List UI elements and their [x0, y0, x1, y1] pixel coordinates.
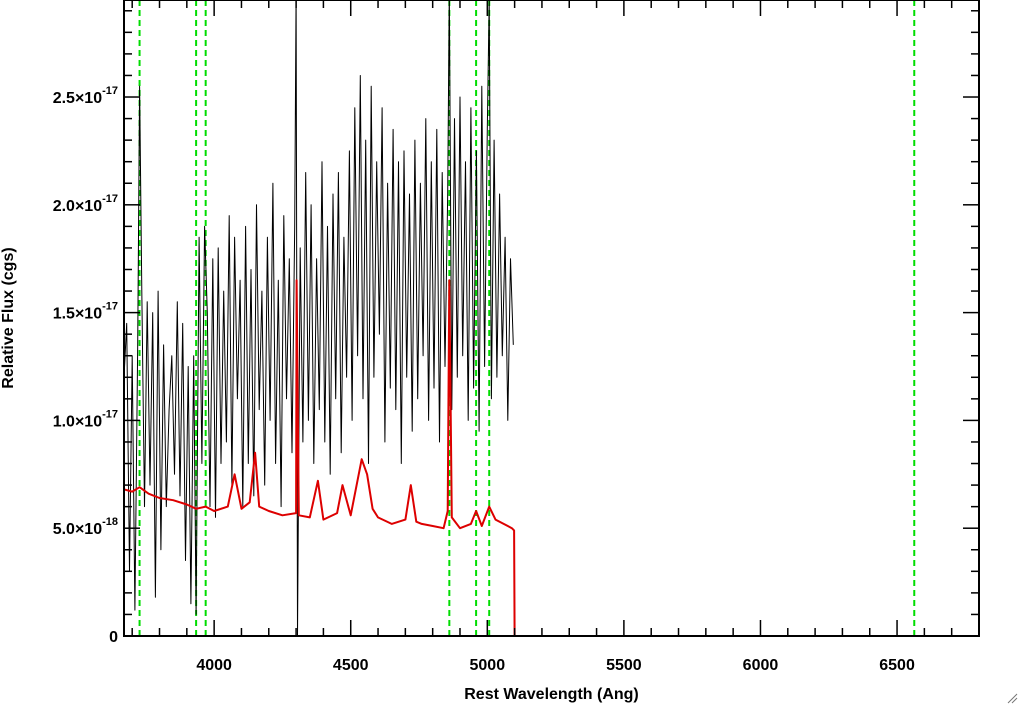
y-tick-mantissa-2: 1.0×10 — [53, 413, 102, 430]
x-tick-label-4: 6000 — [743, 657, 779, 674]
y-tick-exponent-4: -17 — [102, 193, 118, 205]
x-tick-label-3: 5500 — [606, 657, 642, 674]
y-tick-label-3: 1.5×10-17 — [53, 301, 118, 323]
plot-frame — [123, 0, 980, 637]
y-tick-exponent-3: -17 — [102, 301, 118, 313]
x-axis-title: Rest Wavelength (Ang) — [464, 686, 639, 703]
y-tick-mantissa-3: 1.5×10 — [53, 306, 102, 323]
resize-grip-icon[interactable] — [1006, 692, 1018, 704]
x-tick-label-5: 6500 — [879, 657, 915, 674]
series-line-0 — [123, 0, 514, 637]
x-tick-label-2: 5000 — [470, 657, 506, 674]
y-tick-mantissa-4: 2.0×10 — [53, 198, 102, 215]
y-tick-label-5: 2.5×10-17 — [53, 85, 118, 107]
x-tick-label-0: 4000 — [196, 657, 232, 674]
y-tick-mantissa-1: 5.0×10 — [53, 521, 102, 538]
x-tick-label-1: 4500 — [333, 657, 369, 674]
y-tick-label-0: 0 — [109, 629, 118, 646]
y-tick-label-4: 2.0×10-17 — [53, 193, 118, 215]
y-tick-exponent-2: -17 — [102, 408, 118, 420]
y-tick-exponent-1: -18 — [102, 516, 118, 528]
y-tick-label-1: 5.0×10-18 — [53, 516, 118, 538]
y-tick-mantissa-5: 2.5×10 — [53, 90, 102, 107]
y-axis-title: Relative Flux (cgs) — [0, 247, 17, 388]
y-tick-label-2: 1.0×10-17 — [53, 408, 118, 430]
y-tick-exponent-5: -17 — [102, 85, 118, 97]
y-tick-mantissa-0: 0 — [109, 629, 118, 646]
